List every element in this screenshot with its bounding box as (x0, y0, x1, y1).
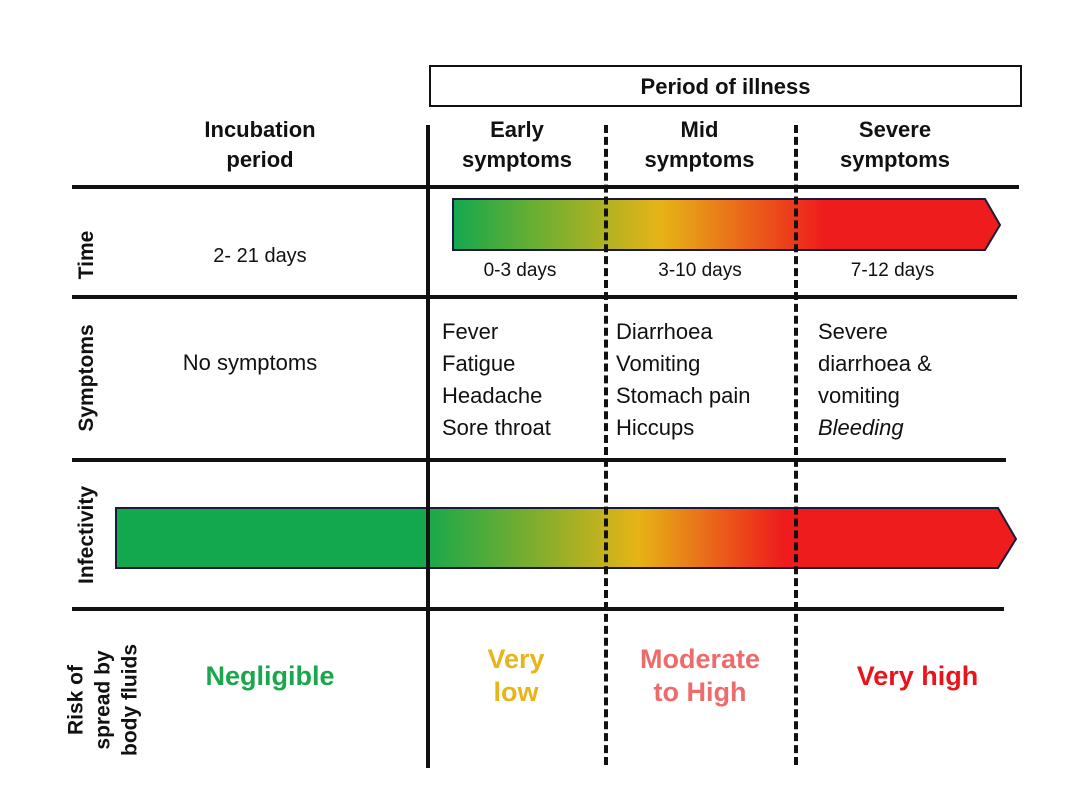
row-label-risk: Risk of spread by body fluids (63, 644, 144, 756)
symptoms-incubation: No symptoms (182, 350, 318, 375)
early-symptoms-header: Early symptoms (432, 115, 602, 175)
symptoms-early: Fever Fatigue Headache Sore throat (442, 316, 551, 444)
risk-label-line-1: Risk of (64, 665, 88, 736)
time-severe: 7-12 days (850, 260, 935, 281)
risk-very-low: Very low (446, 643, 586, 709)
risk-negligible: Negligible (160, 660, 380, 693)
symptom-severe-1: Severe (818, 319, 888, 344)
symptom-mid-1: Diarrhoea (616, 319, 713, 344)
risk-very-low-line-1: Very (487, 644, 545, 674)
incubation-illness-divider (426, 125, 430, 768)
risk-negligible-line-1: Negligible (205, 661, 335, 691)
symptom-early-3: Headache (442, 383, 543, 408)
symptom-severe-bleeding: Bleeding (818, 415, 904, 440)
severe-symptoms-header: Severe symptoms (800, 115, 990, 175)
symptom-mid-2: Vomiting (616, 351, 701, 376)
symptom-early-4: Sore throat (442, 415, 551, 440)
risk-moderate-line-2: to High (653, 677, 747, 707)
mid-severe-divider (794, 125, 798, 765)
risk-very-high-line-1: Very high (856, 661, 979, 691)
period-of-illness-label: Period of illness (640, 74, 811, 99)
symptom-severe-2: diarrhoea & (818, 351, 932, 376)
time-mid: 3-10 days (658, 260, 742, 281)
rule-time (72, 295, 1017, 299)
incubation-header-line-2: period (226, 147, 294, 172)
risk-very-high: Very high (810, 660, 1025, 693)
mid-symptoms-header: Mid symptoms (612, 115, 787, 175)
symptoms-mid: Diarrhoea Vomiting Stomach pain Hiccups (616, 316, 751, 444)
row-label-time: Time (75, 230, 98, 280)
incubation-header-line-1: Incubation (204, 117, 316, 142)
early-mid-divider (604, 125, 608, 765)
row-label-symptoms: Symptoms (75, 324, 98, 432)
symptom-severe-3: vomiting (818, 383, 900, 408)
severe-header-line-1: Severe (858, 117, 932, 142)
row-label-infectivity: Infectivity (75, 485, 98, 585)
time-incubation: 2- 21 days (213, 245, 307, 267)
risk-moderate-line-1: Moderate (639, 644, 761, 674)
severe-header-line-2: symptoms (839, 147, 951, 172)
time-gradient-arrow (452, 198, 1002, 251)
symptom-early-2: Fatigue (442, 351, 516, 376)
risk-label-line-3: body fluids (118, 644, 142, 756)
symptom-mid-4: Hiccups (616, 415, 695, 440)
mid-header-line-1: Mid (680, 117, 719, 142)
rule-top (72, 185, 1019, 189)
rule-symptoms (72, 458, 1006, 462)
infectivity-gradient-arrow (115, 507, 1018, 569)
risk-label-line-2: spread by (91, 650, 115, 750)
early-header-line-2: symptoms (461, 147, 573, 172)
incubation-period-header: Incubation period (150, 115, 370, 175)
risk-very-low-line-2: low (493, 677, 539, 707)
period-of-illness-header: Period of illness (429, 65, 1022, 107)
early-header-line-1: Early (490, 117, 544, 142)
rule-infectivity (72, 607, 1004, 611)
symptoms-severe: Severe diarrhoea & vomiting Bleeding (818, 316, 932, 444)
mid-header-line-2: symptoms (644, 147, 755, 172)
risk-moderate-to-high: Moderate to High (614, 643, 786, 709)
symptom-early-1: Fever (442, 319, 499, 344)
time-early: 0-3 days (483, 260, 557, 281)
symptom-mid-3: Stomach pain (616, 383, 751, 408)
